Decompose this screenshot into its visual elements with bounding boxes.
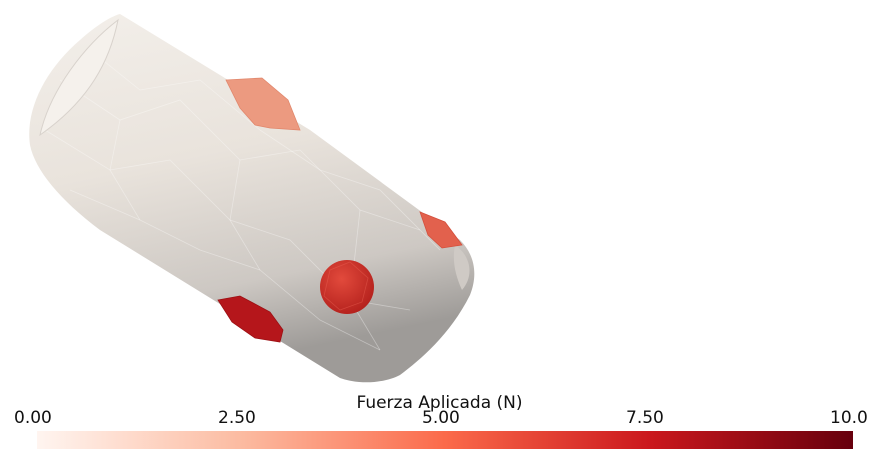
- marker-center: [320, 260, 374, 314]
- cylinder-bottom-end: [453, 245, 470, 290]
- mesh-facets: [44, 49, 441, 351]
- colorbar-title: Fuerza Aplicada (N): [356, 393, 523, 413]
- marker-center-facets: [323, 261, 369, 311]
- cylinder-end-cap: [39, 18, 119, 137]
- colorbar-gradient: [37, 431, 853, 449]
- colorbar-tick-3: 7.50: [626, 408, 664, 428]
- marker-bottom-left: [217, 295, 284, 343]
- marker-right: [419, 211, 463, 249]
- colorbar-tick-4: 10.0: [830, 408, 868, 428]
- colorbar-tick-0: 0.00: [14, 408, 52, 428]
- colorbar-tick-2: 5.00: [422, 408, 460, 428]
- colorbar-tick-1: 2.50: [218, 408, 256, 428]
- marker-top: [225, 77, 301, 131]
